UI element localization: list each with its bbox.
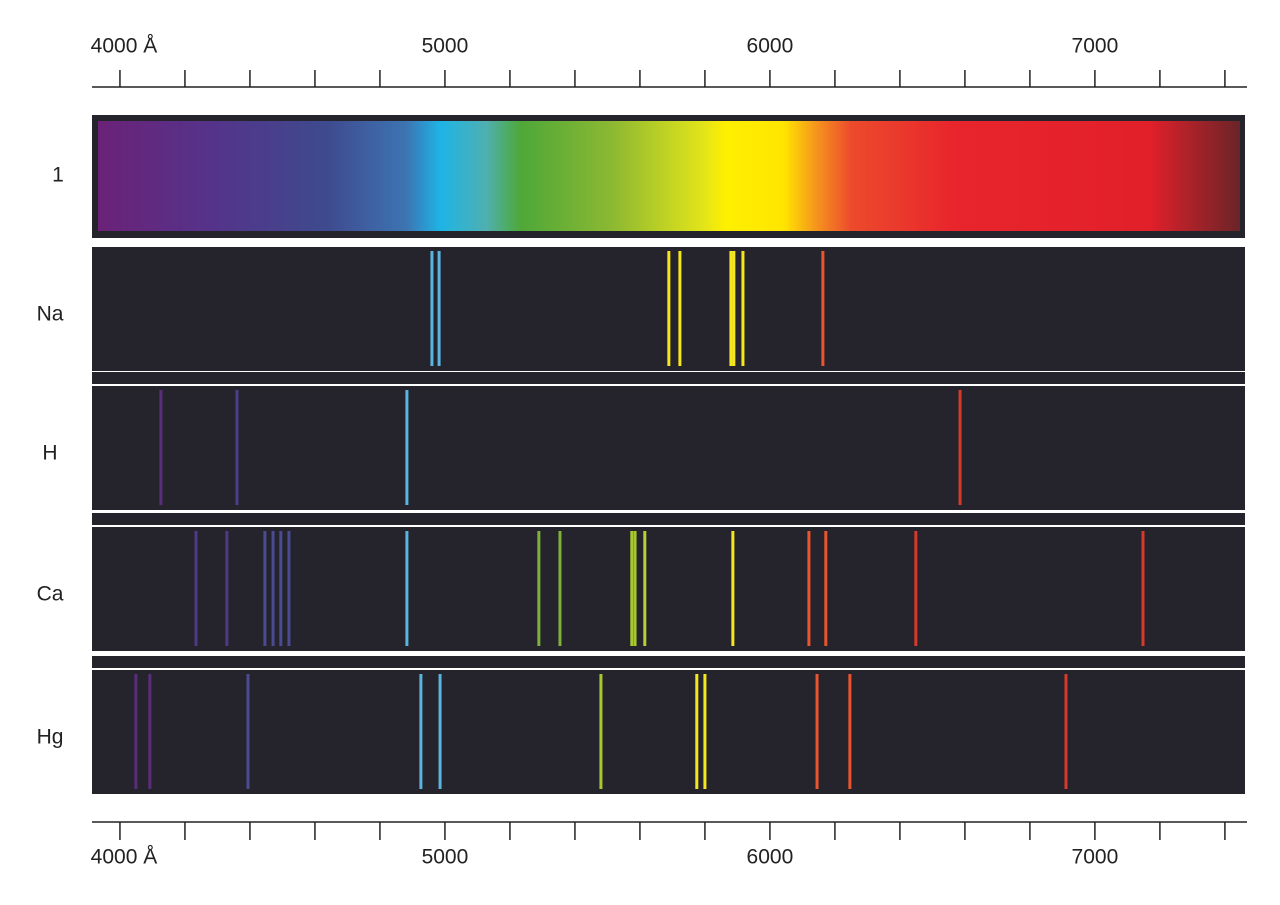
row-label: Ca	[37, 583, 64, 606]
x-tick-label: 4000 Å	[91, 846, 158, 869]
spectrum-panel	[92, 386, 1245, 510]
row-label: H	[42, 442, 57, 465]
x-tick-label: 7000	[1072, 846, 1119, 869]
row-label: Na	[37, 303, 64, 326]
spectrum-panel	[92, 527, 1245, 651]
x-tick-label: 5000	[422, 846, 469, 869]
x-tick-label: 6000	[747, 846, 794, 869]
x-tick-label: 5000	[422, 35, 469, 58]
spectrum-panel	[92, 670, 1245, 794]
x-tick-label: 7000	[1072, 35, 1119, 58]
x-tick-label: 4000 Å	[91, 35, 158, 58]
row-label: 1	[52, 164, 64, 187]
continuous-spectrum	[98, 121, 1240, 231]
row-label: Hg	[37, 726, 64, 749]
separator	[92, 513, 1245, 525]
separator	[92, 372, 1245, 384]
x-tick-label: 6000	[747, 35, 794, 58]
separator	[92, 656, 1245, 668]
